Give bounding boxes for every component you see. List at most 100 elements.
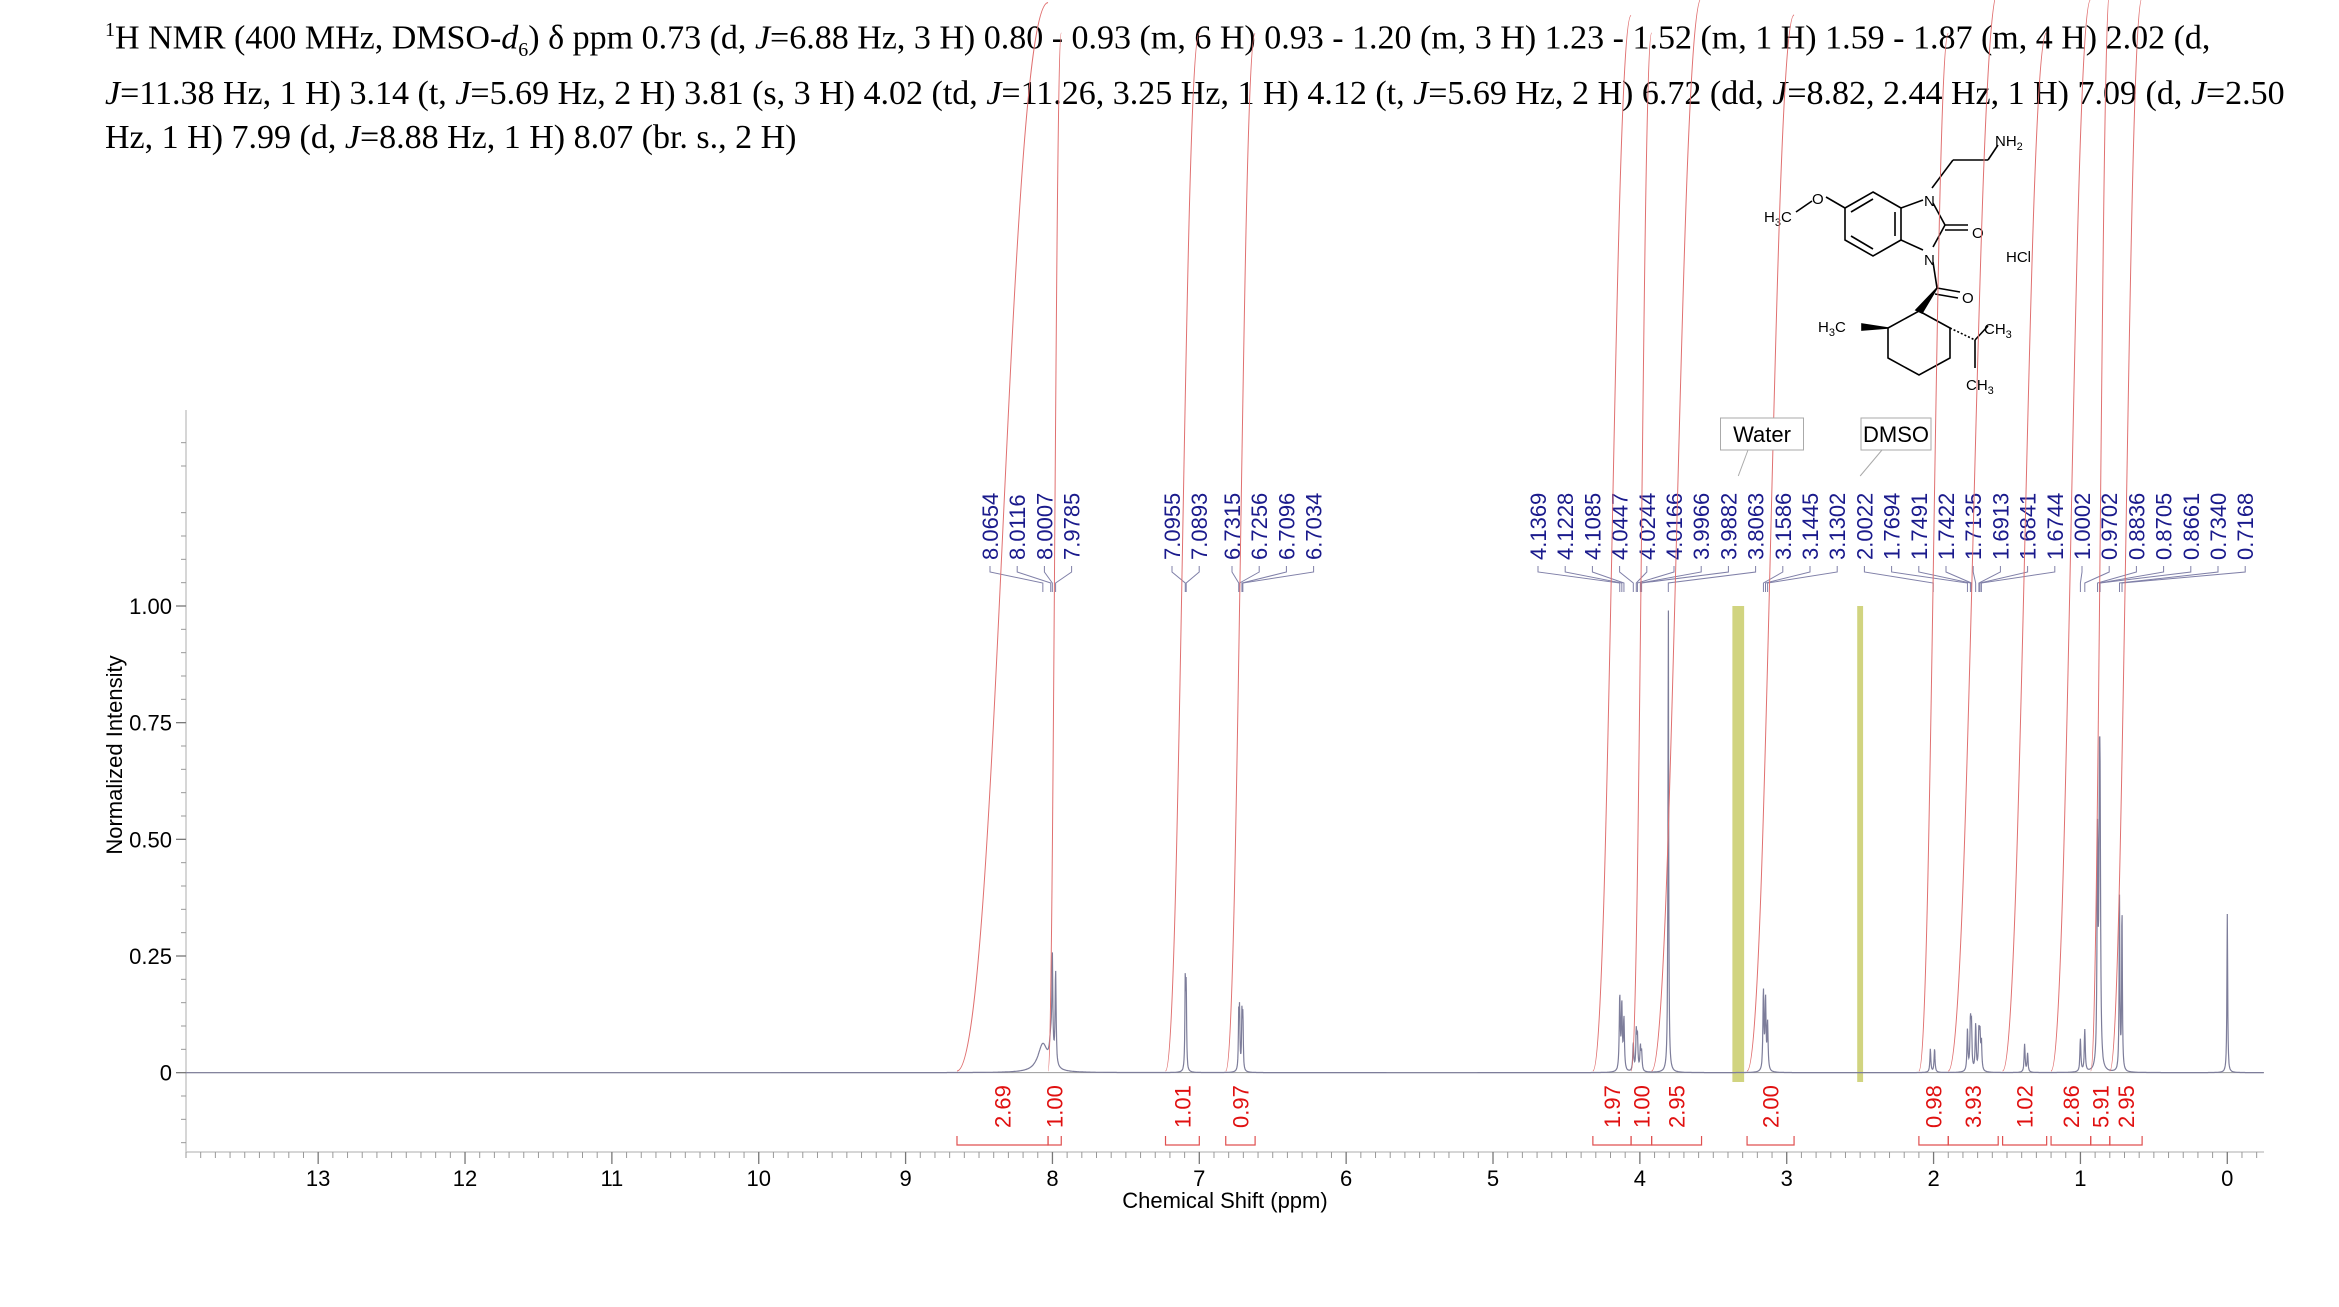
o-atom-methoxy: O bbox=[1812, 191, 1824, 208]
peak-leader-line bbox=[2084, 566, 2110, 592]
bond bbox=[1900, 239, 1924, 251]
peak-label: 1.7694 bbox=[1880, 493, 1905, 560]
x-tick-label: 9 bbox=[899, 1166, 911, 1191]
atom-subscript: 3 bbox=[1988, 385, 1994, 397]
x-tick-label: 6 bbox=[1340, 1166, 1352, 1191]
integrals: 2.69 1.00 1.01 0.97 1.97 1.00 2.95 2.00 0.98 3.93… bbox=[956, 0, 2143, 1146]
integral-label: 2.00 bbox=[1759, 1085, 1784, 1128]
peak-leader-line bbox=[2079, 566, 2083, 592]
atom-label: H bbox=[1818, 319, 1829, 336]
peak-leader-line bbox=[1972, 566, 1977, 592]
peak-label: 0.8705 bbox=[2152, 493, 2177, 560]
peak-label: 1.6841 bbox=[2016, 493, 2041, 560]
bond bbox=[1825, 196, 1846, 209]
peak-leader-line bbox=[1863, 566, 1934, 592]
solvent-leader-line bbox=[1859, 449, 1883, 477]
integral-label: 5.91 bbox=[2088, 1085, 2113, 1128]
peak-label: 7.0893 bbox=[1187, 493, 1212, 560]
integral-curve bbox=[1918, 32, 1949, 1072]
integral-curve bbox=[1165, 32, 1200, 1072]
header-text: ) bbox=[528, 19, 540, 57]
integral-bracket bbox=[2002, 1136, 2048, 1146]
integral-curve bbox=[1630, 32, 1653, 1072]
x-tick-label: 0 bbox=[2221, 1166, 2233, 1191]
bond bbox=[1932, 261, 1938, 289]
header-text: =2.50 Hz, 1 H) 7.99 (d, bbox=[105, 75, 2285, 157]
nucleus-mass-number: 1 bbox=[105, 19, 115, 41]
peak-label: 6.7256 bbox=[1247, 493, 1272, 560]
peak-label: 3.1445 bbox=[1798, 493, 1823, 560]
header-text: ppm 0.73 (d, bbox=[564, 19, 755, 57]
peak-leader-line bbox=[1171, 566, 1186, 592]
solvent-labels: Water DMSO bbox=[1720, 417, 1932, 477]
hashed-bond bbox=[1949, 327, 1976, 341]
hcl-label: HCl bbox=[2006, 249, 2031, 266]
y-tick-label: 0 bbox=[160, 1061, 172, 1086]
peak-leader-line bbox=[1016, 566, 1052, 592]
solvent-leader-line bbox=[1737, 449, 1749, 477]
y-axis-ticks: 0 0.25 0.50 0.75 1.00 bbox=[129, 442, 186, 1144]
atom-subscript: 3 bbox=[1829, 327, 1835, 339]
integral-bracket bbox=[1047, 1136, 1062, 1146]
peak-label: 4.1085 bbox=[1580, 493, 1605, 560]
peak-leader-line bbox=[1537, 566, 1621, 592]
integral-curve bbox=[1651, 0, 1701, 1072]
peak-leader-line bbox=[1043, 566, 1053, 592]
o-atom-ring: O bbox=[1972, 225, 1984, 242]
y-tick-label: 0.50 bbox=[129, 827, 172, 852]
peak-label: 7.9785 bbox=[1060, 493, 1085, 560]
atom-label: H bbox=[1764, 209, 1775, 226]
integral-bracket bbox=[2090, 1136, 2111, 1146]
x-tick-label: 13 bbox=[306, 1166, 330, 1191]
x-tick-label: 1 bbox=[2074, 1166, 2086, 1191]
ch3-b-label: CH3 bbox=[1966, 377, 1994, 397]
integral-label: 0.98 bbox=[1922, 1085, 1947, 1128]
peak-label: 0.7168 bbox=[2233, 493, 2258, 560]
atom-label: NH bbox=[1995, 133, 2017, 150]
chemical-structure bbox=[1795, 144, 1999, 376]
j-symbol: J bbox=[754, 19, 771, 57]
peak-label: 8.0116 bbox=[1005, 494, 1030, 560]
peak-label: 8.0654 bbox=[978, 493, 1003, 560]
header-text: =5.69 Hz, 2 H) 3.81 (s, 3 H) 4.02 (td, bbox=[470, 75, 987, 113]
bond bbox=[1932, 202, 1946, 226]
peak-label: 4.1228 bbox=[1553, 493, 1578, 560]
bond bbox=[1795, 200, 1813, 213]
solvent-label-water: Water bbox=[1733, 422, 1791, 447]
wedge-bond bbox=[1914, 287, 1938, 315]
delta-symbol: δ bbox=[548, 19, 565, 57]
peak-label: 1.7491 bbox=[1907, 493, 1932, 560]
peak-label: 1.6913 bbox=[1988, 493, 2013, 560]
integral-bracket bbox=[1630, 1136, 1653, 1146]
y-tick-label: 0.75 bbox=[129, 711, 172, 736]
peak-leader-line bbox=[1242, 566, 1315, 592]
peak-leader-line bbox=[1762, 566, 1784, 592]
peak-leader-line bbox=[1185, 566, 1200, 592]
j-symbol: J bbox=[455, 75, 471, 113]
peak-leader-line bbox=[1918, 566, 1971, 592]
peak-label: 4.1369 bbox=[1526, 493, 1551, 560]
integral-label: 2.86 bbox=[2059, 1085, 2084, 1128]
j-symbol: J bbox=[105, 75, 121, 113]
header-text: =8.88 Hz, 1 H) 8.07 (br. s., 2 H) bbox=[359, 119, 797, 157]
aromatic-bond bbox=[1850, 235, 1874, 250]
x-tick-label: 11 bbox=[600, 1166, 623, 1191]
solvent-label-dmso: DMSO bbox=[1863, 422, 1929, 447]
j-symbol: J bbox=[344, 119, 360, 157]
benzene-ring bbox=[1844, 191, 1902, 257]
peak-leader-line bbox=[1641, 566, 1729, 592]
solvent-band-dmso bbox=[1857, 606, 1864, 1082]
atom-subscript: 2 bbox=[2017, 141, 2023, 153]
peak-label: 0.8836 bbox=[2124, 493, 2149, 560]
integral-label: 3.93 bbox=[1961, 1085, 1986, 1128]
peak-leader-line bbox=[1639, 566, 1702, 592]
peak-leader-line bbox=[2097, 566, 2137, 592]
peak-label: 1.7422 bbox=[1934, 493, 1959, 560]
nh2-label: NH2 bbox=[1995, 133, 2023, 153]
header-text: =11.26, 3.25 Hz, 1 H) 4.12 (t, bbox=[1001, 75, 1414, 113]
x-axis-ticks: 13 12 11 10 9 8 7 6 5 4 3 2 1 0 bbox=[185, 1152, 2258, 1191]
integral-bracket bbox=[956, 1136, 1049, 1146]
x-tick-label: 7 bbox=[1193, 1166, 1205, 1191]
atom-label: CH bbox=[1984, 321, 2006, 338]
